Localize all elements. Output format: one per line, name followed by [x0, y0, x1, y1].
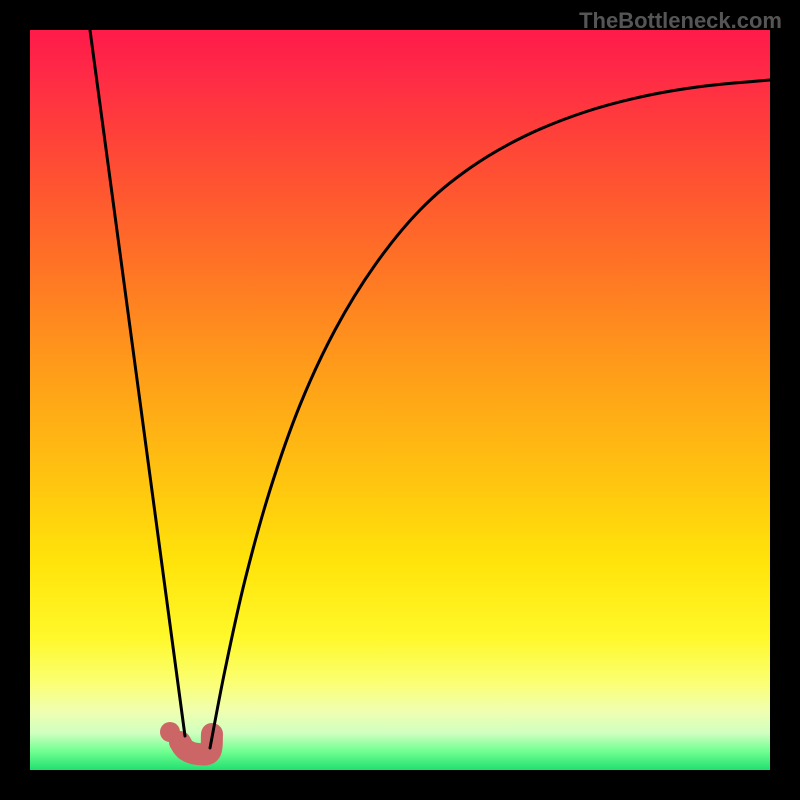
- bottleneck-chart: [30, 30, 770, 770]
- chart-frame: [30, 30, 770, 770]
- marker-dot: [160, 722, 180, 742]
- watermark-text: TheBottleneck.com: [579, 8, 782, 34]
